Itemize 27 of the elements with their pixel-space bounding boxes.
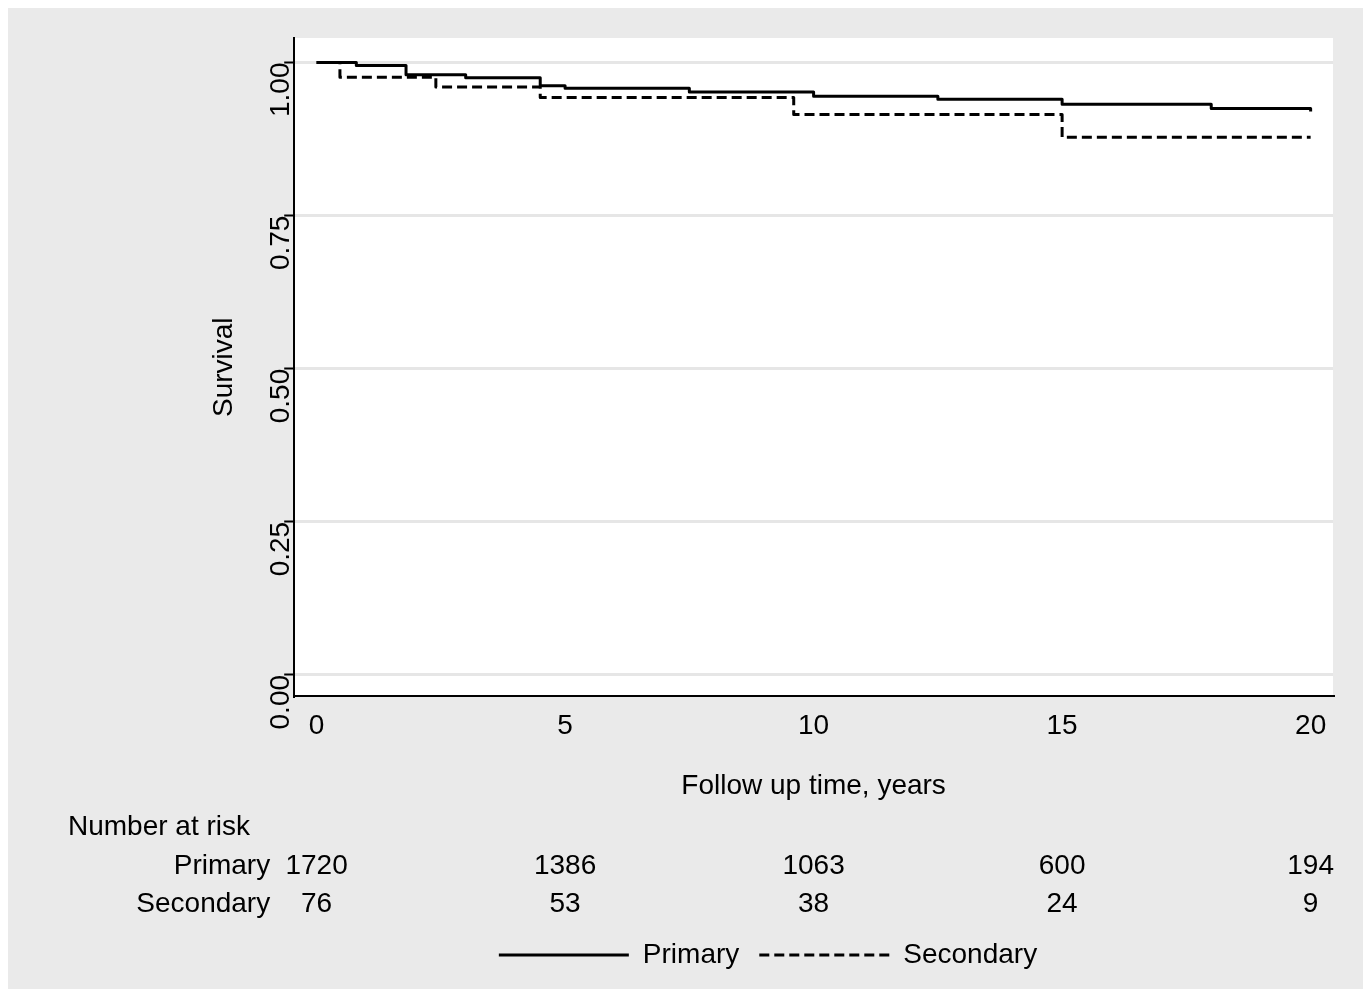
text: 1386 — [533, 848, 597, 880]
text: 1720 — [285, 848, 348, 880]
y-tick-label: 0.50 — [263, 368, 295, 424]
y-tick-label: 1.00 — [263, 62, 295, 117]
text: Number at risk — [68, 809, 252, 841]
x-tick-label: 20 — [1295, 708, 1327, 740]
x-tick-label: 5 — [557, 708, 573, 740]
x-tick-label: 15 — [1046, 708, 1078, 740]
text: 9 — [1302, 886, 1319, 918]
text: 76 — [300, 886, 333, 918]
legend-label: Secondary — [903, 937, 1038, 969]
text: Secondary — [136, 886, 271, 918]
text: 600 — [1038, 848, 1086, 880]
x-axis-title: Follow up time, years — [681, 768, 946, 800]
y-tick-label: 0.75 — [263, 215, 295, 271]
y-tick-label: 0.00 — [263, 674, 295, 730]
text: 38 — [798, 886, 830, 918]
y-axis-title: Survival — [206, 317, 238, 417]
x-tick-label: 10 — [798, 708, 830, 740]
text: 194 — [1287, 848, 1334, 880]
text: 24 — [1046, 886, 1078, 918]
y-tick-label: 0.25 — [263, 521, 295, 577]
x-tick-label: 0 — [308, 708, 325, 740]
text: Primary — [173, 848, 271, 880]
text: 53 — [549, 886, 581, 918]
text: 1063 — [782, 848, 845, 880]
legend-label: Primary — [642, 937, 740, 969]
